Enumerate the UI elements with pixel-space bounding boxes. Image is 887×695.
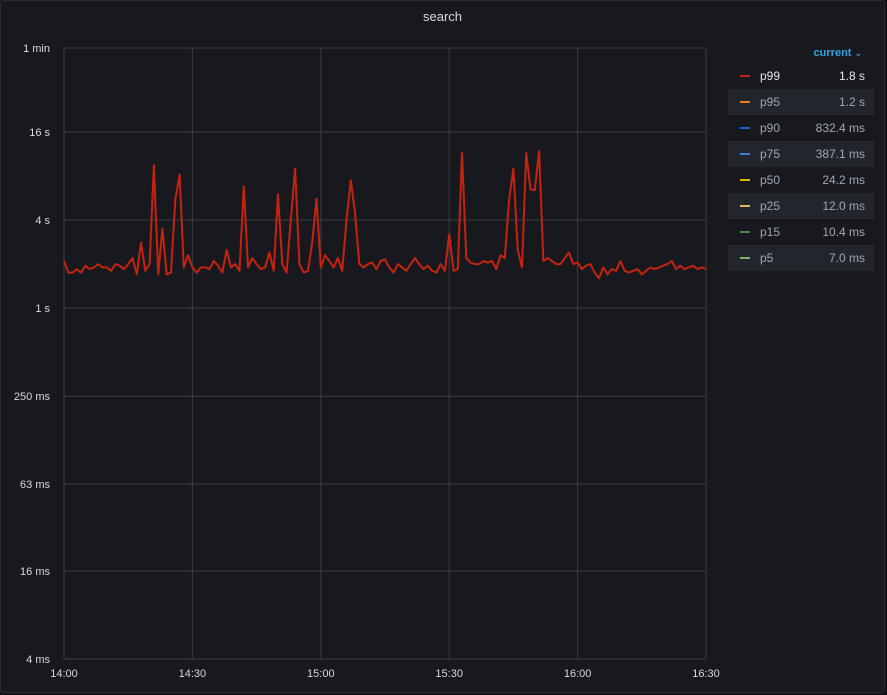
legend-item-p50[interactable]: p50 24.2 ms [728, 167, 874, 193]
legend-item-name: p25 [760, 199, 781, 213]
x-tick-label: 15:00 [307, 668, 335, 680]
x-tick-label: 14:00 [50, 668, 78, 680]
legend: current ⌄ p99 1.8 s p95 1.2 s p90 832.4 ms p75 3… [728, 43, 874, 271]
series-lines [63, 150, 707, 280]
legend-item-p15[interactable]: p15 10.4 ms [728, 219, 874, 245]
panel-title[interactable]: search [422, 9, 463, 24]
legend-item-p5[interactable]: p5 7.0 ms [728, 245, 874, 271]
y-tick-label: 63 ms [20, 479, 50, 491]
legend-item-p75[interactable]: p75 387.1 ms [728, 141, 874, 167]
legend-item-value: 1.8 s [838, 69, 865, 83]
y-tick-label: 250 ms [14, 391, 51, 403]
x-axis: 14:00 14:30 15:00 15:30 16:00 16:30 [50, 668, 720, 680]
legend-item-name: p15 [760, 225, 781, 239]
legend-item-value: 387.1 ms [815, 147, 865, 161]
legend-item-name: p5 [760, 251, 774, 265]
legend-swatch[interactable] [740, 205, 750, 207]
legend-item-p25[interactable]: p25 12.0 ms [728, 193, 874, 219]
legend-item-value: 7.0 ms [828, 251, 865, 265]
legend-item-name: p99 [760, 69, 781, 83]
legend-items: p99 1.8 s p95 1.2 s p90 832.4 ms p75 387.1 ms p5… [728, 63, 874, 271]
legend-swatch[interactable] [740, 75, 750, 77]
legend-swatch[interactable] [740, 179, 750, 181]
latency-chart[interactable]: 4 ms 16 ms 63 ms 250 ms 1 s 4 s 16 s 1 min 14:0… [1, 1, 721, 694]
legend-header-label: current [813, 47, 852, 59]
y-tick-label: 1 min [23, 43, 50, 55]
legend-item-name: p50 [760, 173, 781, 187]
legend-item-p90[interactable]: p90 832.4 ms [728, 115, 874, 141]
legend-item-value: 12.0 ms [822, 199, 865, 213]
y-tick-label: 16 ms [20, 566, 50, 578]
series-line-p99[interactable] [63, 150, 707, 280]
legend-swatch[interactable] [740, 127, 750, 129]
y-tick-label: 4 ms [26, 654, 50, 666]
legend-item-name: p90 [760, 121, 781, 135]
legend-swatch[interactable] [740, 231, 750, 233]
x-tick-label: 16:00 [564, 668, 592, 680]
chevron-down-icon: ⌄ [854, 48, 862, 58]
x-tick-label: 15:30 [435, 668, 463, 680]
y-tick-label: 16 s [29, 127, 50, 139]
legend-swatch[interactable] [740, 101, 750, 103]
y-tick-label: 4 s [35, 215, 50, 227]
y-tick-label: 1 s [35, 303, 50, 315]
legend-item-p99[interactable]: p99 1.8 s [728, 63, 874, 89]
chart-grid [63, 47, 707, 660]
legend-item-value: 10.4 ms [822, 225, 865, 239]
legend-swatch[interactable] [740, 153, 750, 155]
legend-item-name: p75 [760, 147, 781, 161]
legend-item-name: p95 [760, 95, 781, 109]
legend-item-value: 832.4 ms [815, 121, 865, 135]
x-tick-label: 16:30 [692, 668, 720, 680]
legend-item-p95[interactable]: p95 1.2 s [728, 89, 874, 115]
y-axis: 4 ms 16 ms 63 ms 250 ms 1 s 4 s 16 s 1 min [14, 43, 51, 666]
legend-swatch[interactable] [740, 257, 750, 259]
x-tick-label: 14:30 [179, 668, 207, 680]
legend-item-value: 24.2 ms [822, 173, 865, 187]
legend-sort-current[interactable]: current ⌄ [728, 43, 874, 63]
legend-item-value: 1.2 s [838, 95, 865, 109]
